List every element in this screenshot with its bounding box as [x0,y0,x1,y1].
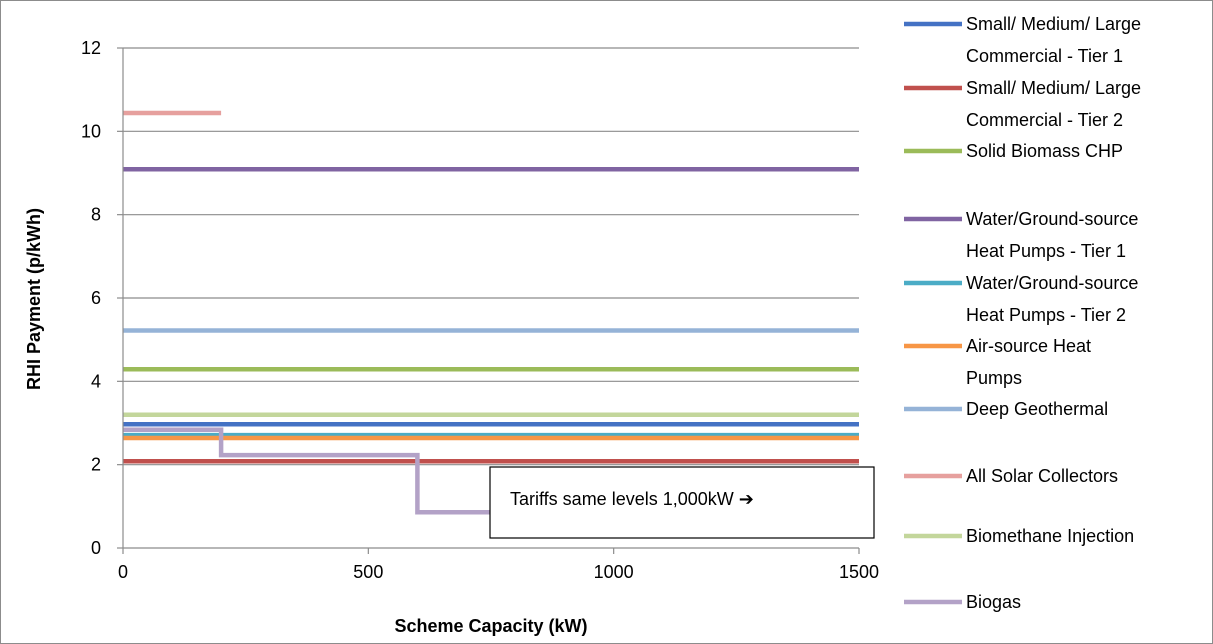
legend-label: Pumps [966,368,1022,388]
x-tick-label: 500 [353,562,383,582]
legend-label: Small/ Medium/ Large [966,14,1141,34]
y-tick-label: 10 [81,121,101,141]
legend-label: Commercial - Tier 2 [966,110,1123,130]
legend-label: Solid Biomass CHP [966,141,1123,161]
gridlines [123,47,859,466]
tick-labels: 0 2 4 6 8 10 12 0 500 1000 1500 [81,38,879,582]
legend-label: Water/Ground-source [966,209,1138,229]
x-tick-label: 1500 [839,562,879,582]
legend-label: Heat Pumps - Tier 1 [966,241,1126,261]
y-tick-label: 12 [81,38,101,58]
legend-label: Small/ Medium/ Large [966,78,1141,98]
annotation-text: Tariffs same levels 1,000kW ➔ [510,489,754,509]
x-tick-label: 0 [118,562,128,582]
x-axis-title: Scheme Capacity (kW) [394,616,587,636]
y-tick-label: 2 [91,455,101,475]
series-lines [123,110,859,515]
y-axis-title: RHI Payment (p/kWh) [24,208,44,390]
x-tick-label: 1000 [594,562,634,582]
annotation-box: Tariffs same levels 1,000kW ➔ [489,466,875,539]
legend-label: Air-source Heat [966,336,1091,356]
legend: Small/ Medium/ Large Commercial - Tier 1 S… [904,14,1141,612]
y-tick-label: 0 [91,538,101,558]
y-tick-label: 4 [91,371,101,391]
legend-label: Biogas [966,592,1021,612]
legend-label: Biomethane Injection [966,526,1134,546]
legend-label: Deep Geothermal [966,399,1108,419]
axes [117,47,860,554]
y-tick-label: 8 [91,205,101,225]
y-tick-label: 6 [91,288,101,308]
legend-label: Water/Ground-source [966,273,1138,293]
legend-label: All Solar Collectors [966,466,1118,486]
legend-label: Heat Pumps - Tier 2 [966,305,1126,325]
legend-label: Commercial - Tier 1 [966,46,1123,66]
